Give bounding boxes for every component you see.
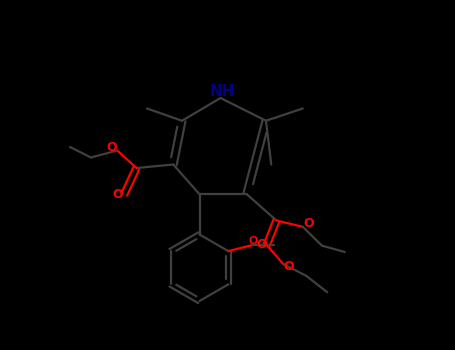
Text: NH: NH (209, 84, 235, 99)
Text: O: O (113, 188, 123, 201)
Text: O: O (249, 236, 258, 246)
Text: O: O (106, 141, 117, 154)
Text: O: O (257, 238, 267, 252)
Text: O: O (303, 217, 313, 230)
Text: O: O (284, 260, 294, 273)
